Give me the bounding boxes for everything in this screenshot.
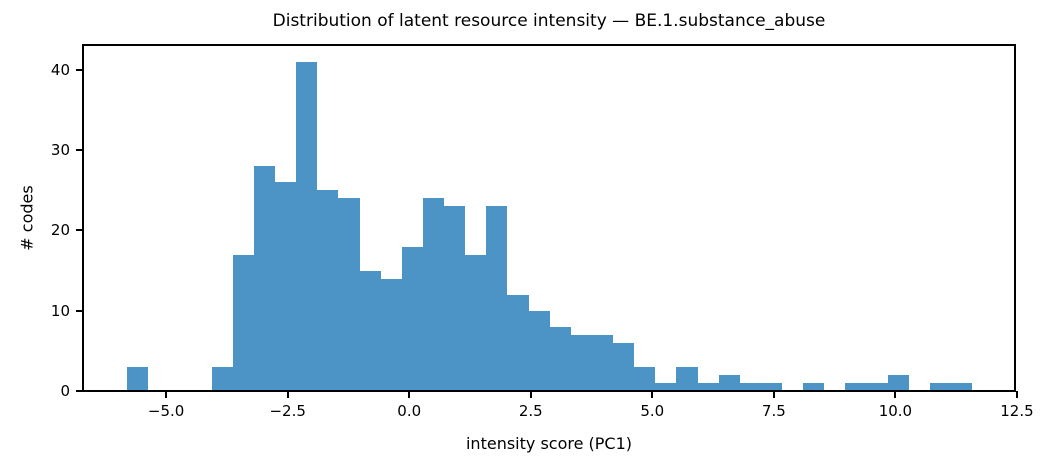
histogram-bar — [718, 374, 740, 391]
y-tick — [76, 149, 83, 152]
histogram-bar — [655, 382, 677, 391]
histogram-bar — [549, 326, 571, 391]
histogram-bar — [338, 198, 360, 391]
y-axis-label: # codes — [17, 185, 37, 251]
chart-title: Distribution of latent resource intensit… — [272, 11, 826, 31]
y-tick-label: 10 — [50, 301, 70, 320]
bottom-spine — [82, 390, 1016, 392]
histogram-bar — [296, 61, 318, 391]
y-tick — [76, 390, 83, 392]
histogram-bar — [929, 382, 952, 391]
x-tick-label: 10.0 — [878, 402, 913, 420]
y-tick-label: 40 — [50, 60, 70, 79]
histogram-bar — [127, 366, 149, 391]
histogram-bar — [444, 206, 466, 391]
y-tick-label: 0 — [60, 382, 70, 400]
histogram-bar — [211, 366, 233, 391]
x-tick-label: 12.5 — [1000, 402, 1034, 420]
x-tick — [165, 391, 168, 398]
y-tick-label: 20 — [50, 221, 70, 240]
histogram-bar — [739, 382, 761, 391]
y-tick — [76, 229, 83, 232]
x-tick-label: −5.0 — [147, 402, 185, 420]
histogram-bar — [275, 182, 297, 391]
histogram-bar — [486, 206, 508, 391]
histogram-bar — [866, 382, 888, 391]
x-tick — [1015, 391, 1018, 398]
histogram-bar — [570, 334, 592, 391]
x-tick — [529, 391, 532, 398]
x-tick-label: 7.5 — [761, 402, 786, 420]
histogram-bar — [887, 374, 909, 391]
histogram-bar — [676, 366, 698, 391]
histogram-bar — [697, 382, 719, 391]
x-tick — [286, 391, 289, 398]
x-tick-label: 0.0 — [397, 402, 422, 420]
x-tick-label: 2.5 — [518, 402, 543, 420]
histogram-bar — [422, 198, 445, 391]
histogram-bar — [634, 366, 656, 391]
top-spine — [82, 44, 1016, 46]
y-tick — [76, 309, 83, 312]
histogram-bar — [507, 294, 529, 391]
right-spine — [1014, 44, 1016, 392]
histogram-bar — [951, 382, 973, 391]
y-tick-label: 30 — [50, 141, 70, 160]
x-tick-label: −2.5 — [269, 402, 306, 420]
x-tick — [894, 391, 897, 398]
x-tick — [408, 391, 411, 398]
histogram-bar — [253, 166, 276, 391]
histogram-bar — [465, 254, 487, 391]
histogram-bar — [528, 310, 550, 391]
histogram-bar — [845, 382, 867, 391]
x-tick — [651, 391, 654, 398]
histogram-bar — [359, 270, 381, 391]
histogram-bar — [401, 246, 423, 391]
histogram-bar — [803, 382, 825, 391]
histogram-bar — [232, 254, 254, 391]
histogram-bar — [613, 342, 635, 391]
x-axis-label: intensity score (PC1) — [465, 434, 632, 453]
x-tick-label: 5.0 — [640, 402, 665, 420]
histogram-bar — [591, 334, 614, 391]
histogram-bar — [380, 278, 402, 391]
histogram-bar — [317, 190, 339, 391]
left-spine — [82, 44, 84, 392]
y-tick — [76, 68, 83, 71]
x-tick — [772, 391, 775, 398]
histogram-bar — [760, 382, 783, 391]
